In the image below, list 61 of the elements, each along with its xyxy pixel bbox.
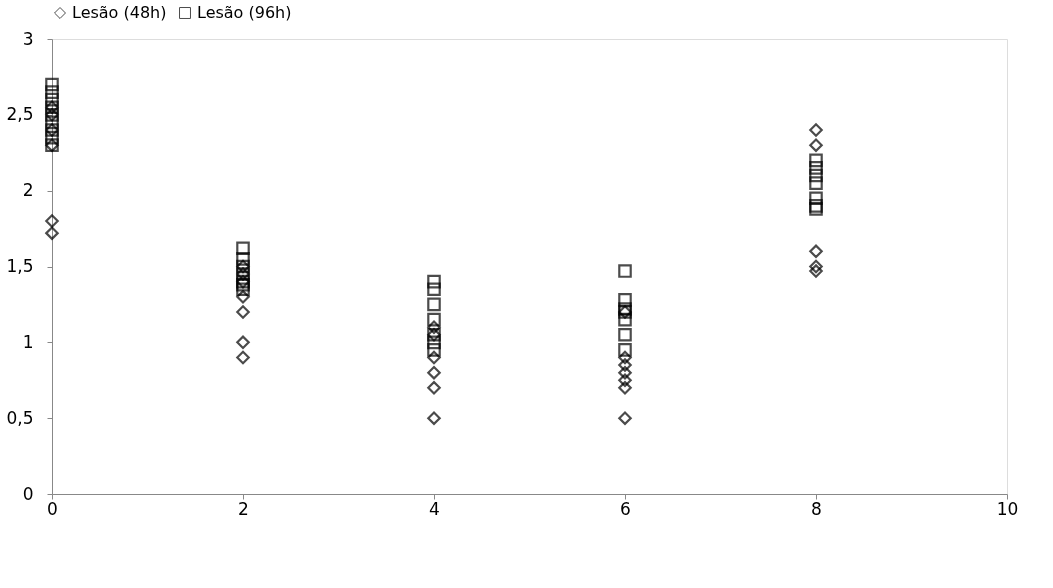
point: [236, 335, 250, 350]
y-tick-label: 1: [22, 331, 34, 352]
point: [618, 381, 632, 395]
y-tick-label: 1,5: [6, 256, 34, 276]
point: [618, 312, 632, 327]
point: [809, 138, 823, 152]
point: [618, 373, 632, 388]
point: [618, 264, 632, 278]
point: [45, 115, 59, 130]
point: [427, 411, 441, 425]
point: [427, 274, 441, 289]
x-tick-label: 2: [238, 498, 249, 519]
point: [427, 320, 441, 334]
point: [45, 214, 59, 228]
point: [427, 343, 441, 357]
x-tick-label: 4: [429, 498, 440, 519]
point: [618, 365, 632, 380]
point: [427, 312, 441, 327]
point: [809, 176, 823, 190]
point: [45, 130, 59, 145]
point: [809, 244, 823, 259]
point: [618, 343, 632, 357]
point: [809, 161, 823, 175]
point: [427, 335, 441, 350]
y-tick-label: 0,5: [6, 407, 34, 428]
point: [809, 168, 823, 183]
point: [236, 252, 250, 266]
x-tick-label: 6: [620, 498, 631, 519]
point: [236, 350, 250, 365]
point: [809, 264, 823, 278]
point: [809, 191, 823, 206]
y-tick-label: 0: [22, 483, 34, 504]
y-tick-label: 3: [22, 28, 34, 49]
point: [427, 350, 441, 365]
point: [45, 85, 59, 99]
point: [809, 123, 823, 137]
point: [236, 282, 250, 297]
point: [809, 259, 823, 274]
point: [809, 153, 823, 168]
y-tick-label: 2,5: [6, 104, 34, 125]
point: [618, 327, 632, 342]
point: [618, 293, 632, 307]
point: [427, 365, 441, 380]
point: [427, 282, 441, 297]
point: [618, 358, 632, 372]
point: [618, 350, 632, 365]
point: [618, 411, 632, 425]
point: [45, 92, 59, 107]
point: [236, 305, 250, 319]
legend-label: Lesão (48h): [72, 3, 167, 22]
x-tick-label: 10: [996, 498, 1019, 519]
point: [427, 381, 441, 395]
point: [45, 77, 59, 92]
point: [236, 241, 250, 256]
x-tick-label: 8: [811, 498, 822, 519]
x-tick-label: 0: [47, 498, 58, 519]
point: [45, 226, 59, 240]
point: [236, 290, 250, 304]
point: [427, 297, 441, 312]
legend-label: Lesão (96h): [197, 3, 292, 22]
y-tick-label: 2: [22, 180, 34, 201]
